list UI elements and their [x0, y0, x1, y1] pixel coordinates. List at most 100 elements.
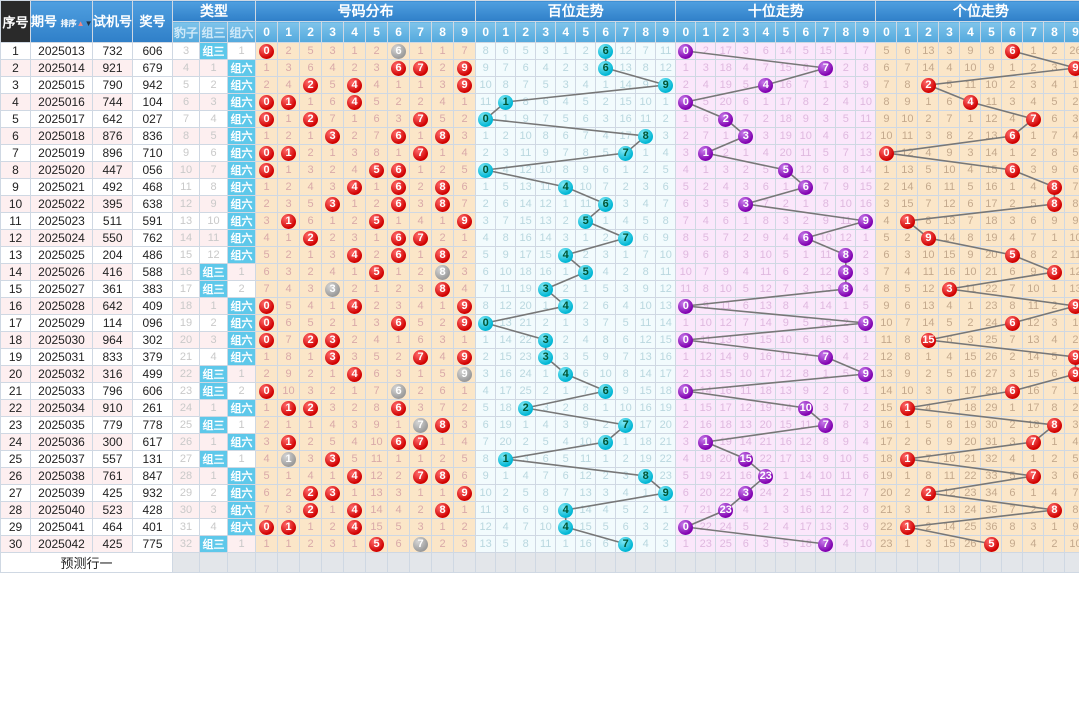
subheader-ge-digit-5[interactable]: 5 [980, 21, 1003, 43]
subheader-shi-digit-3[interactable]: 3 [735, 21, 757, 43]
table-row[interactable]: 14 2025026 416 588 16 组三 1 6 3 2 4 1 5 1 2 8 3 6 10 18 16 1 5 4… [0, 263, 1079, 281]
subheader-dist-digit-2[interactable]: 2 [299, 21, 323, 43]
prediction-cell-11[interactable] [431, 552, 455, 573]
subheader-bai-digit-9[interactable]: 9 [655, 21, 677, 43]
prediction-cell-40[interactable] [1022, 552, 1045, 573]
table-row[interactable]: 8 2025020 447 056 10 7 组六 0 1 3 2 4 5 6 1 2 5 0 4 12 10 8 9 6 1 2… [0, 161, 1079, 179]
subheader-shi-digit-6[interactable]: 6 [795, 21, 817, 43]
table-row[interactable]: 6 2025018 876 836 8 5 组六 1 2 1 3 2 7 6 1 8 3 1 2 10 8 6 7 4 17 8 3… [0, 127, 1079, 145]
prediction-cell-14[interactable] [495, 552, 517, 573]
prediction-label[interactable]: 预测行一 [0, 552, 173, 573]
prediction-cell-15[interactable] [515, 552, 537, 573]
subheader-dist-digit-9[interactable]: 9 [453, 21, 477, 43]
subheader-shi-digit-7[interactable]: 7 [815, 21, 837, 43]
subheader-ge-digit-2[interactable]: 2 [917, 21, 940, 43]
table-row[interactable]: 4 2025016 744 104 6 3 组六 0 1 1 6 4 5 2 2 4 1 11 1 8 6 4 5 2 15 10… [0, 93, 1079, 111]
prediction-cell-13[interactable] [475, 552, 497, 573]
table-row[interactable]: 18 2025030 964 302 20 3 组六 0 7 2 3 2 4 1 6 3 1 1 14 22 3 2 4 8 6… [0, 331, 1079, 349]
prediction-cell-7[interactable] [343, 552, 367, 573]
prediction-cell-22[interactable] [655, 552, 677, 573]
table-row[interactable]: 12 2025024 550 762 14 11 组六 4 1 2 2 3 1 6 7 2 1 4 8 16 14 3 1 2… [0, 229, 1079, 247]
subheader-type-1[interactable]: 组三 [199, 21, 228, 43]
prediction-cell-21[interactable] [635, 552, 657, 573]
prediction-cell-19[interactable] [595, 552, 617, 573]
prediction-cell-29[interactable] [795, 552, 817, 573]
prediction-cell-32[interactable] [855, 552, 877, 573]
subheader-bai-digit-3[interactable]: 3 [535, 21, 557, 43]
header-test-number[interactable]: 试机号 [92, 0, 133, 43]
prediction-cell-0[interactable] [172, 552, 200, 573]
prediction-cell-28[interactable] [775, 552, 797, 573]
prediction-cell-38[interactable] [980, 552, 1003, 573]
subheader-bai-digit-4[interactable]: 4 [555, 21, 577, 43]
table-row[interactable]: 19 2025031 833 379 21 4 组六 1 8 1 3 3 5 2 7 4 9 2 15 23 3 3 5 9 7… [0, 348, 1079, 366]
subheader-shi-digit-4[interactable]: 4 [755, 21, 777, 43]
prediction-cell-25[interactable] [715, 552, 737, 573]
prediction-cell-20[interactable] [615, 552, 637, 573]
prediction-cell-33[interactable] [875, 552, 898, 573]
prediction-cell-18[interactable] [575, 552, 597, 573]
prediction-cell-30[interactable] [815, 552, 837, 573]
table-row[interactable]: 15 2025027 361 383 17 组三 2 7 4 3 3 2 1 2 3 8 4 7 11 19 3 2 1 5 3… [0, 280, 1079, 298]
table-row[interactable]: 20 2025032 316 499 22 组三 1 2 9 2 1 4 6 3 1 5 9 3 16 24 1 4 6 10… [0, 365, 1079, 383]
subheader-dist-digit-4[interactable]: 4 [343, 21, 367, 43]
prediction-cell-2[interactable] [226, 552, 257, 573]
table-row[interactable]: 21 2025033 796 606 23 组三 2 0 10 3 2 1 7 6 2 6 1 4 17 25 2 1 7 6… [0, 382, 1079, 400]
prediction-cell-5[interactable] [299, 552, 323, 573]
prediction-cell-26[interactable] [735, 552, 757, 573]
prediction-cell-12[interactable] [453, 552, 477, 573]
subheader-ge-digit-7[interactable]: 7 [1022, 21, 1045, 43]
subheader-bai-digit-6[interactable]: 6 [595, 21, 617, 43]
table-row[interactable]: 26 2025038 761 847 28 1 组六 5 1 4 1 4 12 2 7 8 6 9 1 4 7 6 12 2 3… [0, 467, 1079, 485]
subheader-dist-digit-3[interactable]: 3 [321, 21, 345, 43]
table-row[interactable]: 24 2025036 300 617 26 1 组六 3 1 2 5 4 10 6 7 1 4 7 20 2 5 4 10 6… [0, 433, 1079, 451]
table-row[interactable]: 22 2025034 910 261 24 1 组六 1 1 2 3 2 8 6 3 7 2 5 18 2 3 2 8 1 10… [0, 399, 1079, 417]
subheader-dist-digit-0[interactable]: 0 [255, 21, 279, 43]
prediction-cell-31[interactable] [835, 552, 857, 573]
table-row[interactable]: 13 2025025 204 486 15 12 组六 5 2 1 3 4 2 6 1 8 2 5 9 17 15 4 2 3… [0, 246, 1079, 264]
subheader-shi-digit-1[interactable]: 1 [695, 21, 717, 43]
table-row[interactable]: 23 2025035 779 778 25 组三 1 2 1 1 4 3 9 1 7 8 3 6 19 1 4 3 9 2 7 1… [0, 416, 1079, 434]
subheader-dist-digit-5[interactable]: 5 [365, 21, 389, 43]
table-row[interactable]: 1 2025013 732 606 3 组三 1 0 2 5 3 1 2 6 1 1 7 8 6 5 3 1 2 6 12 7 11… [0, 42, 1079, 60]
subheader-bai-digit-7[interactable]: 7 [615, 21, 637, 43]
subheader-bai-digit-1[interactable]: 1 [495, 21, 517, 43]
prediction-cell-36[interactable] [938, 552, 961, 573]
subheader-dist-digit-1[interactable]: 1 [277, 21, 301, 43]
subheader-dist-digit-6[interactable]: 6 [387, 21, 411, 43]
prediction-cell-3[interactable] [255, 552, 279, 573]
subheader-ge-digit-8[interactable]: 8 [1043, 21, 1066, 43]
prediction-cell-9[interactable] [387, 552, 411, 573]
subheader-dist-digit-8[interactable]: 8 [431, 21, 455, 43]
subheader-shi-digit-0[interactable]: 0 [675, 21, 697, 43]
table-row[interactable]: 7 2025019 896 710 9 6 组六 0 1 2 1 3 8 1 7 1 4 2 3 11 9 7 8 5 7 1 4 3… [0, 144, 1079, 162]
table-row[interactable]: 27 2025039 425 932 29 2 组六 6 2 2 3 1 13 3 1 1 9 10 2 5 8 7 13 3… [0, 484, 1079, 502]
prediction-cell-16[interactable] [535, 552, 557, 573]
table-row[interactable]: 28 2025040 523 428 30 3 组六 7 3 2 1 4 14 4 2 8 1 11 3 6 9 4 14 4… [0, 501, 1079, 519]
subheader-bai-digit-8[interactable]: 8 [635, 21, 657, 43]
subheader-shi-digit-9[interactable]: 9 [855, 21, 877, 43]
prediction-cell-41[interactable] [1043, 552, 1066, 573]
subheader-bai-digit-5[interactable]: 5 [575, 21, 597, 43]
header-seq[interactable]: 序号 [0, 0, 31, 43]
prediction-cell-34[interactable] [896, 552, 919, 573]
prediction-cell-39[interactable] [1001, 552, 1024, 573]
prediction-cell-37[interactable] [959, 552, 982, 573]
prediction-cell-35[interactable] [917, 552, 940, 573]
table-row[interactable]: 9 2025021 492 468 11 8 组六 1 2 4 3 4 1 6 2 8 6 1 5 13 11 4 10 7 2… [0, 178, 1079, 196]
table-row[interactable]: 29 2025041 464 401 31 4 组六 0 1 1 2 4 15 5 3 1 2 12 4 7 10 4 15… [0, 518, 1079, 536]
prediction-cell-4[interactable] [277, 552, 301, 573]
subheader-type-2[interactable]: 组六 [226, 21, 257, 43]
subheader-ge-digit-4[interactable]: 4 [959, 21, 982, 43]
subheader-bai-digit-0[interactable]: 0 [475, 21, 497, 43]
table-row[interactable]: 2 2025014 921 679 4 1 组六 1 3 6 4 2 3 6 7 2 9 9 7 6 4 2 3 6 13 8 12… [0, 59, 1079, 77]
table-row[interactable]: 30 2025042 425 775 32 组三 1 1 1 2 3 1 5 6 7 2 3 13 5 8 11 1 16 6… [0, 535, 1079, 553]
prediction-cell-27[interactable] [755, 552, 777, 573]
prediction-cell-24[interactable] [695, 552, 717, 573]
subheader-shi-digit-8[interactable]: 8 [835, 21, 857, 43]
sort-icon[interactable]: 排序▲▼ [60, 18, 93, 28]
table-row[interactable]: 10 2025022 395 638 12 9 组六 2 3 5 3 1 2 6 3 8 7 2 6 14 12 1 11 6… [0, 195, 1079, 213]
prediction-cell-10[interactable] [409, 552, 433, 573]
table-row[interactable]: 11 2025023 511 591 13 10 组六 3 1 6 1 2 5 1 4 1 9 3 7 15 13 2 5 1… [0, 212, 1079, 230]
table-row[interactable]: 3 2025015 790 942 5 2 组六 2 4 2 5 4 4 1 1 3 9 10 8 7 5 3 4 1 14 9 9… [0, 76, 1079, 94]
